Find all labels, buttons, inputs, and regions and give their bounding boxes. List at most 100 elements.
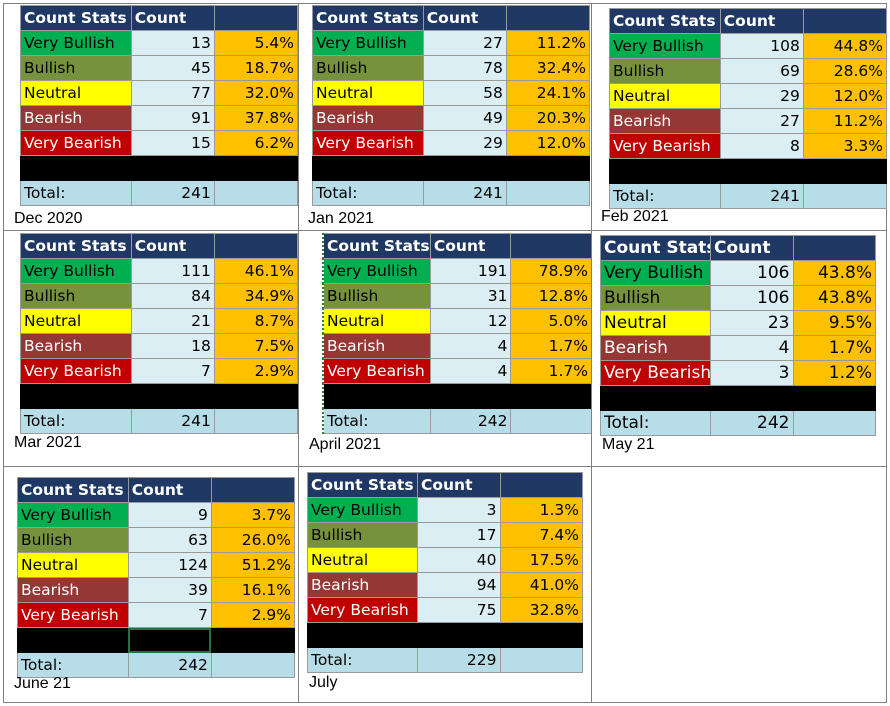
total-value[interactable]: 241	[130, 408, 215, 434]
count-cell[interactable]: 63	[127, 527, 212, 553]
sentiment-cell[interactable]: Very Bearish	[312, 130, 424, 156]
total-empty[interactable]	[505, 180, 591, 206]
sentiment-cell[interactable]: Very Bullish	[600, 260, 711, 286]
count-cell[interactable]: 49	[422, 105, 507, 131]
count-cell[interactable]: 8	[719, 133, 804, 159]
sentiment-cell[interactable]: Very Bearish	[600, 360, 711, 386]
sentiment-cell[interactable]: Bearish	[20, 333, 132, 359]
percent-cell[interactable]: 78.9%	[510, 258, 592, 284]
percent-cell[interactable]: 3.7%	[210, 502, 296, 528]
percent-cell[interactable]: 12.0%	[505, 130, 591, 156]
sentiment-cell[interactable]: Bearish	[17, 577, 129, 603]
separator-cell[interactable]	[127, 627, 212, 653]
count-cell[interactable]: 21	[130, 308, 215, 334]
percent-cell[interactable]: 5.0%	[510, 308, 592, 334]
count-cell[interactable]: 23	[710, 310, 794, 336]
sentiment-cell[interactable]: Bullish	[312, 55, 424, 81]
sentiment-cell[interactable]: Bullish	[322, 283, 431, 309]
count-cell[interactable]: 18	[130, 333, 215, 359]
sentiment-cell[interactable]: Bearish	[20, 105, 132, 131]
sentiment-cell[interactable]: Bearish	[609, 108, 721, 134]
percent-cell[interactable]: 11.2%	[505, 30, 591, 56]
sentiment-cell[interactable]: Bullish	[609, 58, 721, 84]
count-cell[interactable]: 3	[710, 360, 794, 386]
percent-cell[interactable]: 1.7%	[510, 358, 592, 384]
percent-cell[interactable]: 7.4%	[499, 522, 583, 548]
sentiment-cell[interactable]: Very Bearish	[20, 130, 132, 156]
count-cell[interactable]: 91	[130, 105, 215, 131]
total-value[interactable]: 242	[710, 410, 794, 436]
separator-cell[interactable]	[417, 622, 501, 648]
percent-cell[interactable]: 16.1%	[210, 577, 296, 603]
count-cell[interactable]: 27	[422, 30, 507, 56]
sentiment-cell[interactable]: Very Bullish	[20, 258, 132, 284]
percent-cell[interactable]: 32.8%	[499, 597, 583, 623]
percent-cell[interactable]: 5.4%	[213, 30, 299, 56]
total-value[interactable]: 241	[130, 180, 215, 206]
count-cell[interactable]: 4	[429, 358, 512, 384]
percent-cell[interactable]: 46.1%	[213, 258, 299, 284]
percent-cell[interactable]: 51.2%	[210, 552, 296, 578]
percent-cell[interactable]: 43.8%	[792, 285, 876, 311]
total-empty[interactable]	[792, 410, 876, 436]
sentiment-cell[interactable]: Bearish	[307, 572, 418, 598]
count-cell[interactable]: 40	[417, 547, 501, 573]
sentiment-cell[interactable]: Bearish	[322, 333, 431, 359]
separator-cell[interactable]	[422, 155, 507, 181]
sentiment-cell[interactable]: Very Bullish	[609, 33, 721, 59]
sentiment-cell[interactable]: Bullish	[20, 55, 132, 81]
percent-cell[interactable]: 6.2%	[213, 130, 299, 156]
total-value[interactable]: 229	[417, 647, 501, 673]
count-cell[interactable]: 13	[130, 30, 215, 56]
percent-cell[interactable]: 11.2%	[802, 108, 888, 134]
count-cell[interactable]: 7	[127, 602, 212, 628]
count-cell[interactable]: 106	[710, 285, 794, 311]
count-cell[interactable]: 75	[417, 597, 501, 623]
count-cell[interactable]: 4	[710, 335, 794, 361]
percent-cell[interactable]: 37.8%	[213, 105, 299, 131]
total-value[interactable]: 241	[719, 183, 804, 209]
sentiment-cell[interactable]: Bullish	[17, 527, 129, 553]
sentiment-cell[interactable]: Neutral	[609, 83, 721, 109]
sentiment-cell[interactable]: Bearish	[312, 105, 424, 131]
percent-cell[interactable]: 7.5%	[213, 333, 299, 359]
sentiment-cell[interactable]: Neutral	[600, 310, 711, 336]
percent-cell[interactable]: 32.0%	[213, 80, 299, 106]
sentiment-cell[interactable]: Very Bullish	[322, 258, 431, 284]
count-cell[interactable]: 45	[130, 55, 215, 81]
count-cell[interactable]: 29	[422, 130, 507, 156]
percent-cell[interactable]: 9.5%	[792, 310, 876, 336]
total-empty[interactable]	[802, 183, 888, 209]
separator-cell[interactable]	[130, 383, 215, 409]
percent-cell[interactable]: 20.3%	[505, 105, 591, 131]
sentiment-cell[interactable]: Very Bearish	[307, 597, 418, 623]
percent-cell[interactable]: 2.9%	[210, 602, 296, 628]
count-cell[interactable]: 12	[429, 308, 512, 334]
sentiment-cell[interactable]: Very Bearish	[609, 133, 721, 159]
total-value[interactable]: 241	[422, 180, 507, 206]
count-cell[interactable]: 4	[429, 333, 512, 359]
percent-cell[interactable]: 26.0%	[210, 527, 296, 553]
count-cell[interactable]: 77	[130, 80, 215, 106]
sentiment-cell[interactable]: Neutral	[322, 308, 431, 334]
percent-cell[interactable]: 1.2%	[792, 360, 876, 386]
total-value[interactable]: 242	[127, 652, 212, 678]
count-cell[interactable]: 106	[710, 260, 794, 286]
total-empty[interactable]	[213, 408, 299, 434]
sentiment-cell[interactable]: Neutral	[20, 308, 132, 334]
count-cell[interactable]: 84	[130, 283, 215, 309]
count-cell[interactable]: 58	[422, 80, 507, 106]
percent-cell[interactable]: 34.9%	[213, 283, 299, 309]
percent-cell[interactable]: 17.5%	[499, 547, 583, 573]
sentiment-cell[interactable]: Very Bullish	[20, 30, 132, 56]
count-cell[interactable]: 111	[130, 258, 215, 284]
sentiment-cell[interactable]: Bullish	[600, 285, 711, 311]
total-empty[interactable]	[213, 180, 299, 206]
count-cell[interactable]: 31	[429, 283, 512, 309]
percent-cell[interactable]: 1.7%	[510, 333, 592, 359]
total-value[interactable]: 242	[429, 408, 512, 434]
count-cell[interactable]: 191	[429, 258, 512, 284]
count-cell[interactable]: 124	[127, 552, 212, 578]
sentiment-cell[interactable]: Very Bullish	[307, 497, 418, 523]
count-cell[interactable]: 39	[127, 577, 212, 603]
